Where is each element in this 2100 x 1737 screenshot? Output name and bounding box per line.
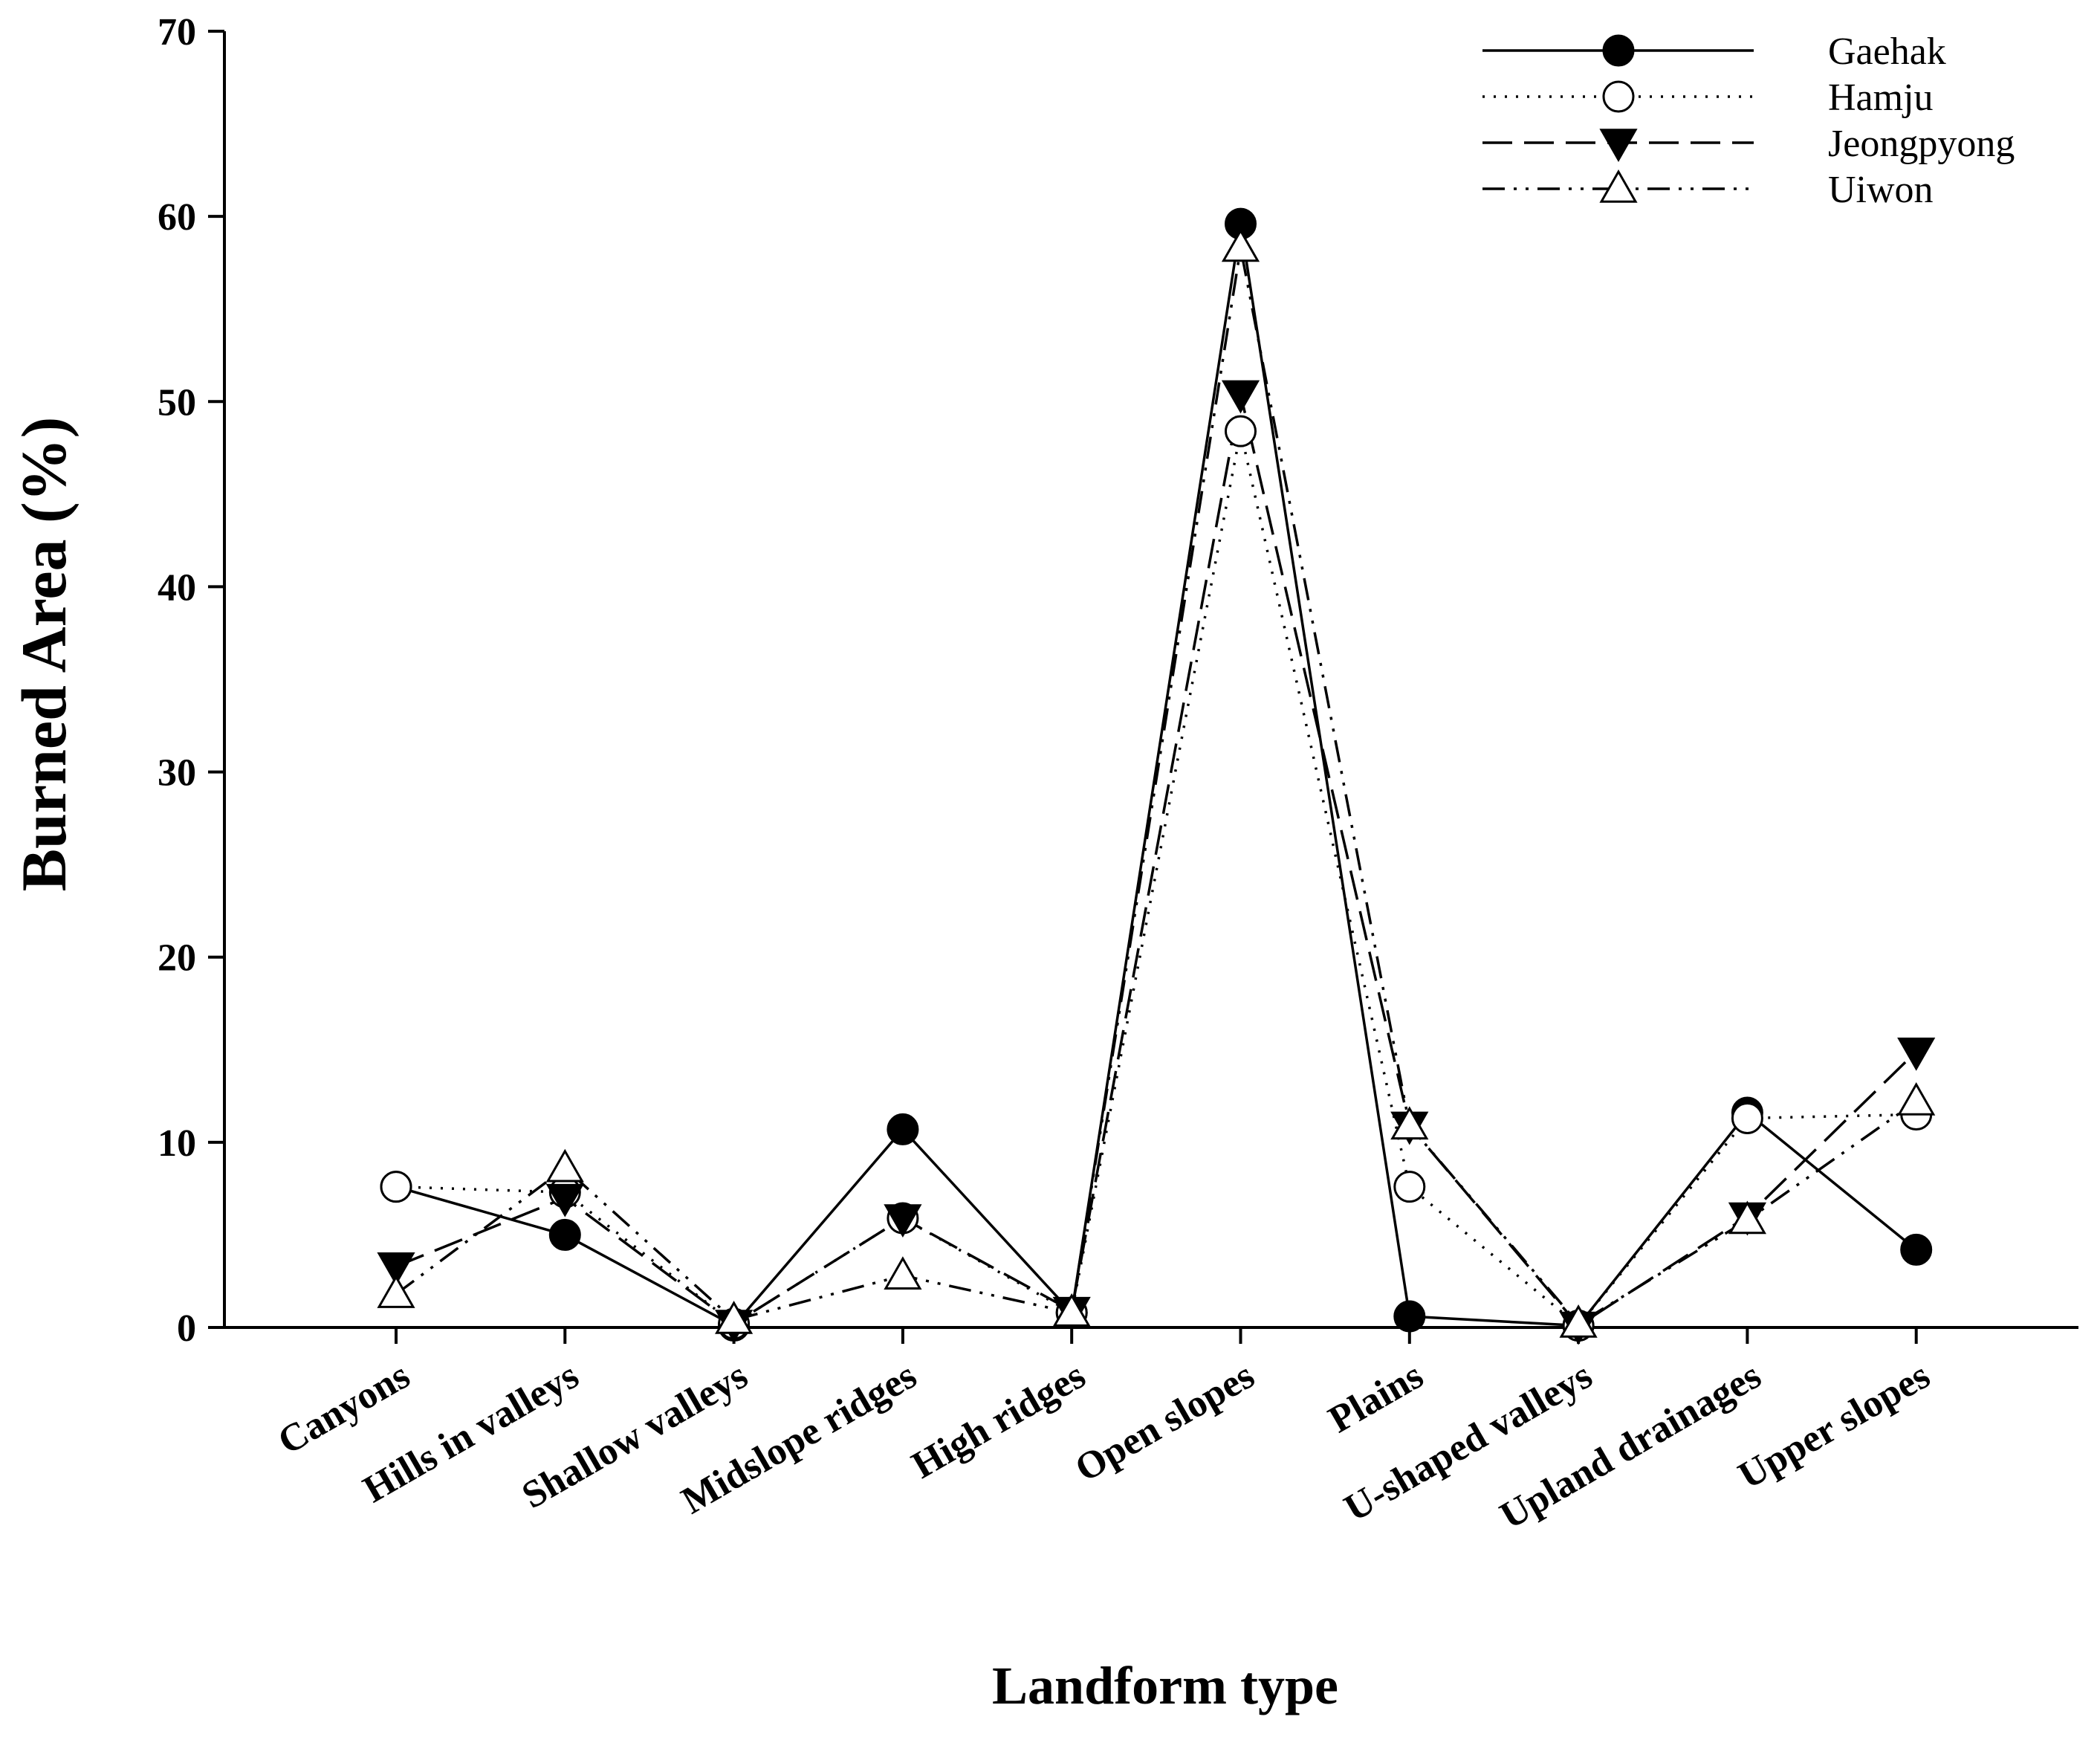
y-tick-label: 0 bbox=[177, 1307, 196, 1350]
y-axis-title: Burned Area (%) bbox=[8, 417, 80, 892]
y-tick-label: 70 bbox=[158, 11, 196, 54]
data-point-gaehak bbox=[887, 1113, 919, 1145]
x-tick-label: Canyons bbox=[271, 1354, 417, 1463]
legend-marker-hamju bbox=[1602, 80, 1635, 113]
series-line-hamju bbox=[395, 430, 1916, 1327]
series-markers bbox=[377, 207, 1936, 1345]
y-tick-label: 60 bbox=[158, 196, 196, 239]
data-point-jeongpyong bbox=[377, 1252, 415, 1286]
series-lines bbox=[395, 222, 1917, 1327]
legend-marker-gaehak bbox=[1602, 34, 1635, 67]
data-point-jeongpyong bbox=[1897, 1038, 1936, 1071]
data-point-uiwon bbox=[1221, 228, 1260, 262]
data-point-hamju bbox=[380, 1171, 412, 1203]
data-point-gaehak bbox=[1393, 1300, 1426, 1333]
series-line-gaehak bbox=[395, 222, 1917, 1327]
x-axis-title: Landform type bbox=[992, 1656, 1338, 1715]
data-point-hamju bbox=[1225, 415, 1257, 447]
y-axis-ticks: 0 10 20 30 40 50 60 70 bbox=[158, 11, 224, 1350]
y-tick-label: 10 bbox=[158, 1122, 196, 1165]
legend-label-uiwon: Uiwon bbox=[1828, 169, 1934, 211]
y-tick-label: 50 bbox=[158, 381, 196, 424]
legend-marker-uiwon bbox=[1599, 169, 1638, 203]
data-point-uiwon bbox=[377, 1275, 415, 1308]
x-tick-label: Open slopes bbox=[1069, 1354, 1262, 1490]
data-point-uiwon bbox=[1052, 1293, 1091, 1327]
y-tick-label: 40 bbox=[158, 566, 196, 609]
series-line-jeongpyong bbox=[395, 392, 1917, 1327]
data-point-uiwon bbox=[1897, 1082, 1936, 1116]
legend-marker-jeongpyong bbox=[1599, 129, 1638, 163]
data-point-uiwon bbox=[545, 1148, 584, 1183]
data-point-hamju bbox=[1393, 1171, 1426, 1203]
data-point-hamju bbox=[1731, 1102, 1763, 1134]
x-tick-label: Plains bbox=[1322, 1354, 1430, 1441]
x-tick-label: High ridges bbox=[905, 1354, 1092, 1487]
data-point-uiwon bbox=[884, 1256, 922, 1290]
data-point-uiwon bbox=[1390, 1106, 1429, 1140]
data-point-jeongpyong bbox=[884, 1204, 922, 1238]
legend-label-jeongpyong: Jeongpyong bbox=[1828, 123, 2015, 165]
y-tick-label: 20 bbox=[158, 937, 196, 980]
series-line-uiwon bbox=[395, 246, 1917, 1325]
y-tick-label: 30 bbox=[158, 752, 196, 795]
data-point-gaehak bbox=[548, 1218, 581, 1251]
data-point-jeongpyong bbox=[1221, 380, 1260, 414]
legend-label-gaehak: Gaehak bbox=[1828, 30, 1946, 73]
data-point-jeongpyong bbox=[545, 1183, 584, 1217]
data-point-gaehak bbox=[1900, 1233, 1933, 1266]
x-tick-label: Upper slopes bbox=[1731, 1354, 1937, 1498]
legend-label-hamju: Hamju bbox=[1828, 77, 1934, 119]
axes bbox=[223, 31, 2078, 1329]
data-point-uiwon bbox=[715, 1301, 754, 1334]
data-point-uiwon bbox=[1728, 1200, 1766, 1235]
data-point-uiwon bbox=[1559, 1304, 1598, 1338]
